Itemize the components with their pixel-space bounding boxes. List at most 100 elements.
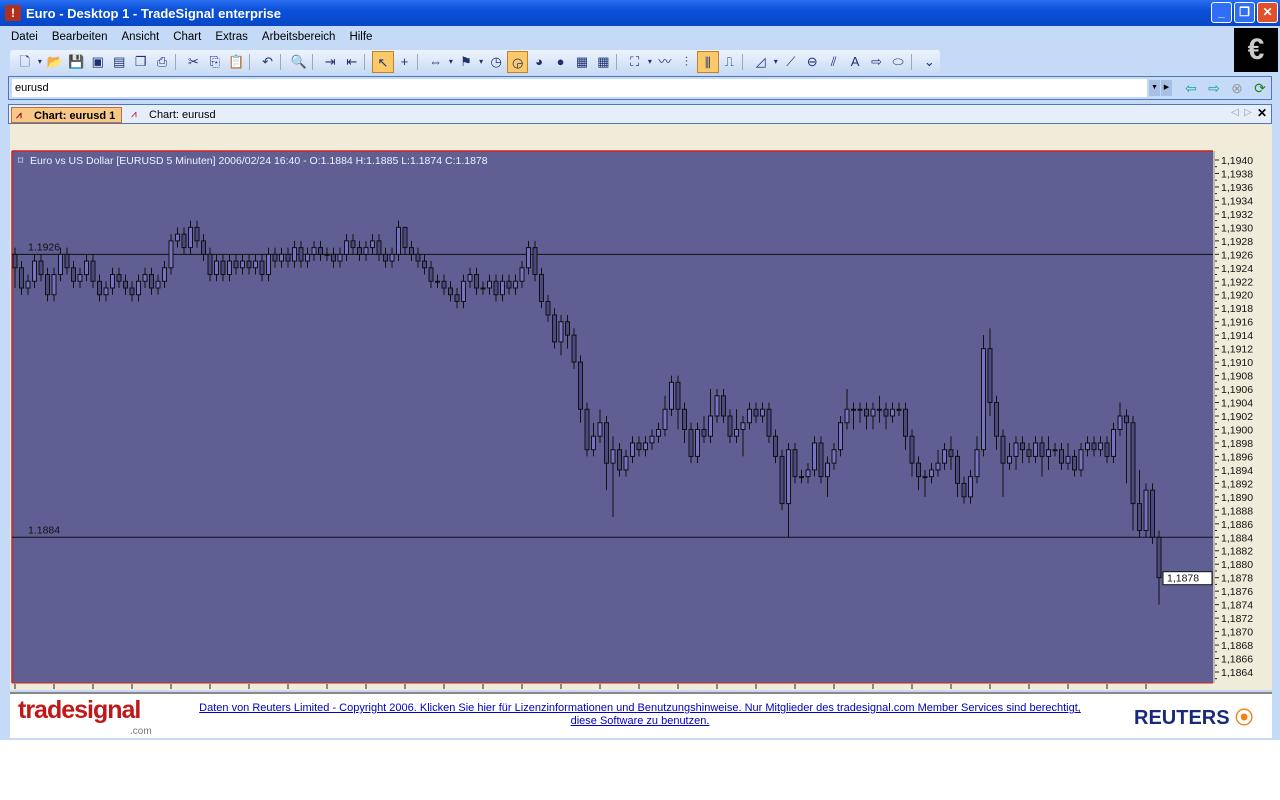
- candle-body[interactable]: [656, 428, 661, 437]
- candle-body[interactable]: [1065, 455, 1071, 464]
- cut-icon[interactable]: ✂: [187, 54, 199, 69]
- back-arrow-icon[interactable]: ⇦: [1185, 80, 1197, 96]
- license-link[interactable]: Daten von Reuters Limited - Copyright 20…: [199, 702, 1081, 727]
- undo-icon[interactable]: ↶: [262, 54, 274, 69]
- candle-body[interactable]: [708, 415, 713, 437]
- candle-body[interactable]: [519, 267, 525, 282]
- close-button[interactable]: ✕: [1257, 2, 1278, 23]
- candle-body[interactable]: [792, 449, 798, 478]
- paste-icon[interactable]: 📋: [228, 54, 245, 69]
- app-icon[interactable]: !: [5, 5, 21, 21]
- save-icon[interactable]: 💾: [68, 54, 85, 69]
- zoom-icon[interactable]: 🔍: [290, 54, 308, 69]
- candle-body[interactable]: [558, 321, 564, 343]
- candle-body[interactable]: [396, 226, 401, 255]
- candle-body[interactable]: [870, 408, 876, 417]
- candle-body[interactable]: [448, 287, 453, 296]
- candle-body[interactable]: [662, 408, 668, 430]
- insert-right-icon[interactable]: ⇤: [346, 54, 358, 69]
- candle-body[interactable]: [155, 280, 161, 289]
- candle-body[interactable]: [825, 462, 830, 478]
- print-icon[interactable]: ⎙: [156, 54, 168, 69]
- candle-body[interactable]: [740, 422, 746, 430]
- insert-left-icon[interactable]: ⇥: [324, 54, 336, 69]
- clock-5-icon[interactable]: ◶: [506, 51, 529, 73]
- tab-chart-eurusd-1[interactable]: ⩘ Chart: eurusd 1: [11, 107, 123, 123]
- minimize-button[interactable]: _: [1211, 2, 1232, 23]
- tab-scroll-left-icon[interactable]: ◁: [1231, 107, 1239, 118]
- bar-chart-icon[interactable]: ⫶: [684, 54, 688, 69]
- candle-body[interactable]: [279, 253, 284, 262]
- candle-body[interactable]: [675, 381, 681, 410]
- candle-body[interactable]: [942, 449, 947, 464]
- candle-body[interactable]: [376, 240, 382, 255]
- candle-body[interactable]: [526, 247, 531, 269]
- menu-extras[interactable]: Extras: [215, 31, 248, 43]
- candle-body[interactable]: [1111, 428, 1116, 457]
- candle-body[interactable]: [64, 253, 70, 269]
- candle-body[interactable]: [1072, 455, 1077, 471]
- candle-body[interactable]: [994, 402, 999, 437]
- candle-body[interactable]: [812, 442, 817, 471]
- candle-body[interactable]: [383, 253, 388, 262]
- candle-body[interactable]: [220, 260, 226, 276]
- dropdown-arrow-icon[interactable]: ▾: [37, 57, 42, 66]
- toolbar-options-icon[interactable]: ⌄: [923, 54, 935, 69]
- candle-body[interactable]: [682, 408, 687, 430]
- candle-body[interactable]: [240, 260, 245, 269]
- horizontal-line-icon[interactable]: ⊖: [806, 54, 818, 69]
- crosshair-icon[interactable]: +: [400, 54, 409, 69]
- symbol-input[interactable]: [12, 79, 1147, 97]
- candle-body[interactable]: [714, 395, 720, 417]
- candle-body[interactable]: [487, 280, 492, 289]
- candle-body[interactable]: [701, 428, 707, 437]
- candle-body[interactable]: [591, 435, 596, 451]
- candle-body[interactable]: [669, 381, 674, 410]
- candle-body[interactable]: [818, 442, 824, 478]
- save-workspace-icon[interactable]: ▤: [113, 54, 126, 69]
- candle-body[interactable]: [1026, 449, 1032, 457]
- refresh-icon[interactable]: ⟳: [1254, 80, 1266, 96]
- candle-body[interactable]: [974, 449, 980, 478]
- candle-body[interactable]: [883, 408, 889, 417]
- candle-body[interactable]: [1104, 442, 1110, 457]
- candle-body[interactable]: [474, 274, 479, 289]
- candle-body[interactable]: [500, 280, 505, 296]
- candle-body[interactable]: [1007, 455, 1012, 464]
- candle-body[interactable]: [305, 253, 310, 262]
- open-icon[interactable]: 📂: [46, 54, 64, 69]
- candle-body[interactable]: [493, 280, 499, 296]
- candle-body[interactable]: [298, 247, 304, 262]
- candle-body[interactable]: [38, 260, 44, 276]
- candle-body[interactable]: [129, 287, 135, 296]
- symbol-dropdown-button[interactable]: ▼: [1149, 80, 1160, 96]
- candle-body[interactable]: [422, 260, 427, 269]
- candle-body[interactable]: [610, 449, 616, 464]
- candle-body[interactable]: [734, 428, 739, 437]
- candle-body[interactable]: [1091, 442, 1097, 451]
- candle-body[interactable]: [467, 274, 473, 282]
- candle-body[interactable]: [981, 348, 986, 451]
- candle-body[interactable]: [350, 240, 356, 249]
- candle-body[interactable]: [337, 253, 343, 262]
- candle-body[interactable]: [1137, 503, 1142, 532]
- candle-body[interactable]: [987, 348, 993, 404]
- candle-body[interactable]: [142, 274, 148, 282]
- candle-body[interactable]: [766, 408, 772, 437]
- step-chart-icon[interactable]: ⎍: [724, 54, 734, 69]
- candle-body[interactable]: [136, 280, 141, 296]
- trendline-icon[interactable]: ⟋: [786, 54, 796, 69]
- candle-body[interactable]: [1033, 442, 1038, 457]
- candle-body[interactable]: [441, 280, 447, 289]
- candle-body[interactable]: [149, 274, 154, 289]
- candle-body[interactable]: [955, 455, 960, 484]
- candle-body[interactable]: [636, 442, 642, 451]
- menu-datei[interactable]: Datei: [11, 31, 38, 43]
- candle-body[interactable]: [253, 260, 258, 269]
- candle-body[interactable]: [773, 435, 778, 457]
- candle-body[interactable]: [188, 226, 193, 249]
- menu-hilfe[interactable]: Hilfe: [349, 31, 373, 43]
- candle-body[interactable]: [1130, 422, 1136, 505]
- candle-body[interactable]: [1059, 449, 1064, 464]
- candle-body[interactable]: [961, 482, 967, 498]
